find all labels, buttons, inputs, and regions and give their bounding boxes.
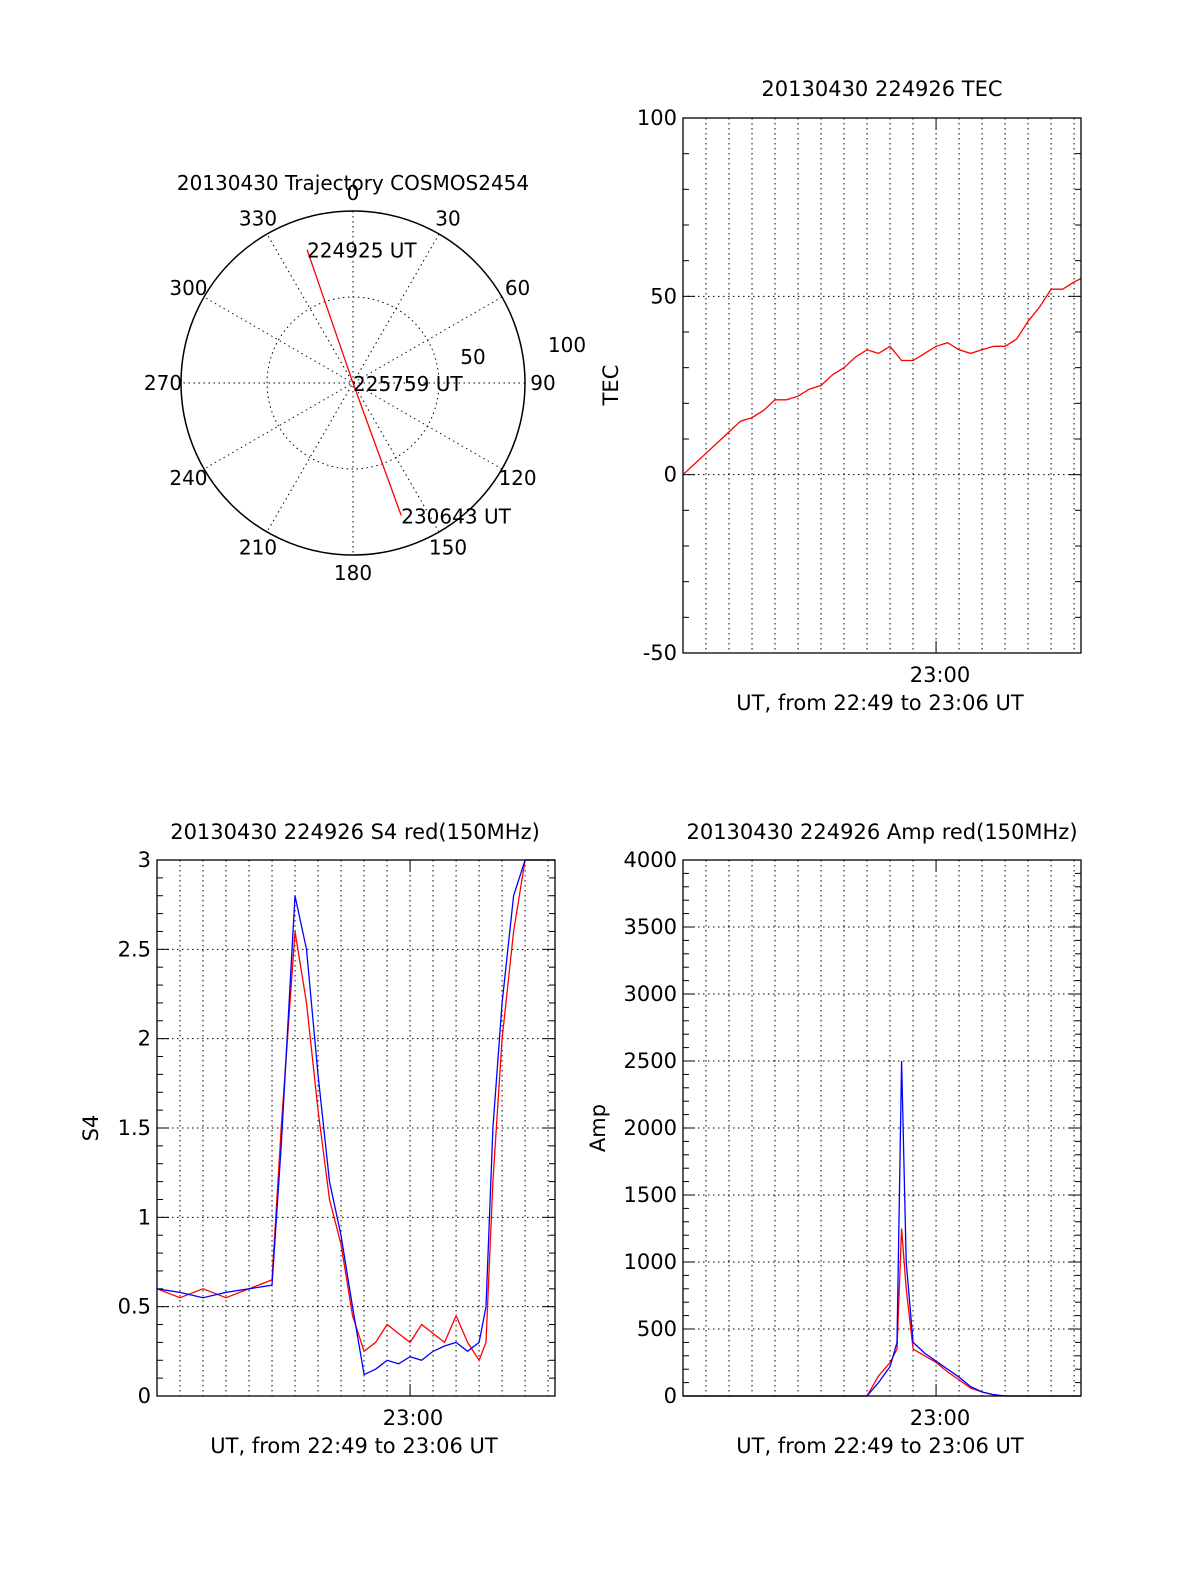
y-tick-label: 3500 [624,915,677,939]
series-line [683,1228,1081,1397]
s4-frame [156,859,556,1397]
radius-label-100: 100 [548,333,586,357]
series-line [683,1060,1081,1397]
y-tick-label: 0 [138,1384,151,1408]
trajectory-point-labels: 224925 UT 225759 UT 230643 UT [307,239,512,529]
amp-panel: 20130430 224926 Amp red(150MHz) 4000 3500… [586,820,1082,1458]
tec-y-axis-label: TEC [599,365,623,407]
polar-angle-label: 210 [239,536,277,560]
y-tick-label: 1 [138,1205,151,1229]
polar-angle-label: 30 [435,206,460,230]
s4-x-axis-label: UT, from 22:49 to 23:06 UT [210,1434,498,1458]
tec-title: 20130430 224926 TEC [761,77,1002,101]
trajectory-title: 20130430 Trajectory COSMOS2454 [177,171,529,195]
polar-angle-label: 90 [530,371,555,395]
y-tick-label: 3000 [624,982,677,1006]
y-tick-label: 2500 [624,1049,677,1073]
s4-y-tick-labels: 3 2.5 2 1.5 1 0.5 0 [118,848,151,1408]
y-tick-label: 1.5 [118,1116,151,1140]
tec-frame [682,117,1082,654]
trajectory-point-label: 225759 UT [353,372,463,396]
tec-x-tick-label: 23:00 [910,663,971,687]
trajectory-panel: 20130430 Trajectory COSMOS2454 0 30 60 90 12… [144,171,586,585]
series-line [682,277,1082,476]
y-tick-label: -50 [643,641,677,665]
polar-angle-label: 0 [347,181,360,205]
s4-x-tick-label: 23:00 [383,1406,444,1430]
series-line [156,859,555,1362]
polar-angle-label: 300 [169,276,207,300]
tec-grid [683,118,1081,653]
s4-panel: 20130430 224926 S4 red(150MHz) 3 2.5 2 1.5 1… [79,820,556,1458]
polar-angle-label: 180 [334,561,372,585]
radius-label-50: 50 [460,345,485,369]
amp-grid [683,860,1081,1396]
s4-series [156,859,555,1376]
tec-minor-ticks [683,117,1081,654]
y-tick-label: 500 [637,1317,677,1341]
trajectory-point-label: 230643 UT [401,505,511,529]
amp-frame [682,859,1082,1397]
polar-angle-label: 120 [498,466,536,490]
polar-angle-label: 270 [144,371,182,395]
polar-angle-label: 150 [429,536,467,560]
y-tick-label: 0 [664,1384,677,1408]
s4-title: 20130430 224926 S4 red(150MHz) [170,820,540,844]
y-tick-label: 100 [637,106,677,130]
y-tick-label: 1000 [624,1250,677,1274]
polar-angle-labels: 0 30 60 90 120 150 180 210 240 270 300 330 [144,181,556,585]
y-tick-label: 2000 [624,1116,677,1140]
amp-title: 20130430 224926 Amp red(150MHz) [686,820,1077,844]
polar-angle-label: 60 [505,276,530,300]
y-tick-label: 4000 [624,848,677,872]
y-tick-label: 50 [650,284,677,308]
s4-minor-ticks [157,859,555,1397]
tec-x-axis-label: UT, from 22:49 to 23:06 UT [736,691,1024,715]
amp-y-tick-labels: 4000 3500 3000 2500 2000 1500 1000 500 0 [624,848,677,1408]
amp-y-axis-label: Amp [586,1104,610,1152]
y-tick-label: 3 [138,848,151,872]
y-tick-label: 0.5 [118,1295,151,1319]
amp-x-tick-label: 23:00 [910,1406,971,1430]
tec-panel: 20130430 224926 TEC 100 50 0 -50 23:00 UT, … [599,77,1082,715]
amp-minor-ticks [683,859,1081,1397]
y-tick-label: 1500 [624,1183,677,1207]
y-tick-label: 0 [664,463,677,487]
polar-angle-label: 330 [239,206,277,230]
tec-y-tick-labels: 100 50 0 -50 [637,106,677,665]
s4-y-axis-label: S4 [79,1115,103,1142]
series-line [156,859,555,1376]
polar-angle-label: 240 [169,466,207,490]
amp-x-axis-label: UT, from 22:49 to 23:06 UT [736,1434,1024,1458]
y-tick-label: 2.5 [118,937,151,961]
s4-grid [157,860,555,1396]
tec-series [682,277,1082,476]
trajectory-line [306,249,402,516]
amp-series [683,1060,1081,1397]
trajectory-point-label: 224925 UT [307,239,417,263]
y-tick-label: 2 [138,1027,151,1051]
